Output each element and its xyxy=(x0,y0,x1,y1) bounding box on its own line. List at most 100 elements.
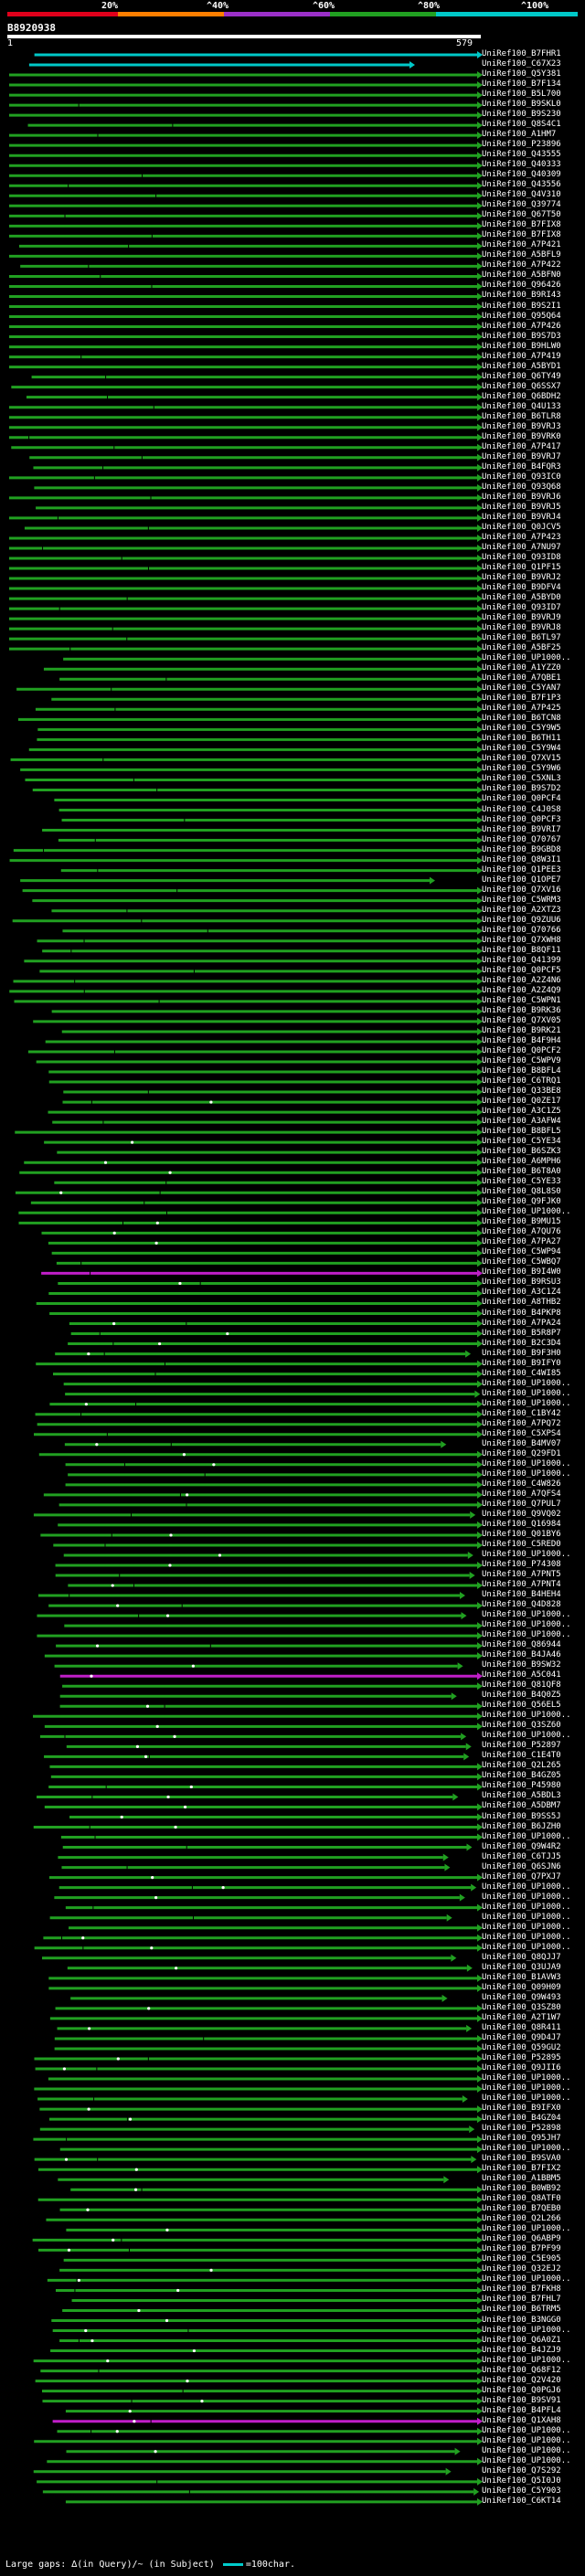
hit-label[interactable]: UniRef100_Q86944 xyxy=(482,1640,561,1650)
hit-label[interactable]: UniRef100_B6TH11 xyxy=(482,734,561,744)
hit-label[interactable]: UniRef100_UP1000.. xyxy=(482,1942,571,1952)
hit-label[interactable]: UniRef100_P74308 xyxy=(482,1560,561,1569)
hit-label[interactable]: UniRef100_B9SKL0 xyxy=(482,100,561,110)
hit-label[interactable]: UniRef100_B7PF99 xyxy=(482,2244,561,2254)
hit-label[interactable]: UniRef100_Q7XWH8 xyxy=(482,935,561,945)
hit-label[interactable]: UniRef100_B7F1P3 xyxy=(482,694,561,704)
hit-label[interactable]: UniRef100_Q9W493 xyxy=(482,1992,561,2002)
hit-label[interactable]: UniRef100_Q7S292 xyxy=(482,2465,561,2475)
hit-label[interactable]: UniRef100_A2Z4Q9 xyxy=(482,985,561,995)
hit-label[interactable]: UniRef100_Q9ZUU6 xyxy=(482,915,561,925)
hit-label[interactable]: UniRef100_A7P423 xyxy=(482,532,561,542)
hit-label[interactable]: UniRef100_B9VRJ3 xyxy=(482,421,561,431)
hit-label[interactable]: UniRef100_A5BFL9 xyxy=(482,250,561,260)
hit-label[interactable]: UniRef100_B9SVA0 xyxy=(482,2154,561,2164)
hit-label[interactable]: UniRef100_B9GBD8 xyxy=(482,844,561,854)
hit-label[interactable]: UniRef100_B9RK21 xyxy=(482,1025,561,1035)
hit-label[interactable]: UniRef100_Q40309 xyxy=(482,170,561,180)
hit-label[interactable]: UniRef100_C6TJJ5 xyxy=(482,1851,561,1861)
hit-label[interactable]: UniRef100_A7PA24 xyxy=(482,1318,561,1328)
hit-label[interactable]: UniRef100_B9SV91 xyxy=(482,2395,561,2405)
hit-label[interactable]: UniRef100_Q81QF8 xyxy=(482,1680,561,1691)
hit-label[interactable]: UniRef100_Q40333 xyxy=(482,160,561,170)
hit-label[interactable]: UniRef100_Q95JH7 xyxy=(482,2134,561,2144)
hit-label[interactable]: UniRef100_B9HLW0 xyxy=(482,341,561,351)
hit-label[interactable]: UniRef100_UP1000.. xyxy=(482,1630,571,1640)
hit-label[interactable]: UniRef100_UP1000.. xyxy=(482,1610,571,1620)
hit-label[interactable]: UniRef100_A5C041 xyxy=(482,1670,561,1680)
hit-label[interactable]: UniRef100_Q59GU2 xyxy=(482,2042,561,2052)
hit-label[interactable]: UniRef100_B1AVW3 xyxy=(482,1972,561,1982)
hit-label[interactable]: UniRef100_B5R8P7 xyxy=(482,1328,561,1338)
hit-label[interactable]: UniRef100_Q3UJA9 xyxy=(482,1962,561,1972)
hit-label[interactable]: UniRef100_C4WI85 xyxy=(482,1368,561,1378)
hit-label[interactable]: UniRef100_A7NU97 xyxy=(482,542,561,552)
hit-label[interactable]: UniRef100_A7P421 xyxy=(482,240,561,250)
hit-label[interactable]: UniRef100_A3AFW4 xyxy=(482,1117,561,1127)
hit-label[interactable]: UniRef100_B2C3D4 xyxy=(482,1338,561,1348)
hit-label[interactable]: UniRef100_Q93ID8 xyxy=(482,553,561,562)
hit-label[interactable]: UniRef100_UP1000.. xyxy=(482,1458,571,1468)
hit-label[interactable]: UniRef100_B9SS5J xyxy=(482,1811,561,1821)
hit-label[interactable]: UniRef100_B7FHL7 xyxy=(482,2295,561,2305)
hit-label[interactable]: UniRef100_B8QF11 xyxy=(482,945,561,955)
hit-label[interactable]: UniRef100_Q2L266 xyxy=(482,2214,561,2224)
hit-label[interactable]: UniRef100_C5WBQ7 xyxy=(482,1257,561,1267)
hit-label[interactable]: UniRef100_UP1000.. xyxy=(482,1398,571,1408)
hit-label[interactable]: UniRef100_B9VRJ8 xyxy=(482,623,561,633)
hit-label[interactable]: UniRef100_C5WP94 xyxy=(482,1247,561,1257)
hit-label[interactable]: UniRef100_UP1000.. xyxy=(482,1731,571,1741)
hit-label[interactable]: UniRef100_Q96426 xyxy=(482,281,561,291)
hit-label[interactable]: UniRef100_B9I4W0 xyxy=(482,1267,561,1277)
hit-label[interactable]: UniRef100_Q1PF15 xyxy=(482,563,561,573)
hit-label[interactable]: UniRef100_Q8S4C1 xyxy=(482,120,561,130)
hit-label[interactable]: UniRef100_B6SZK3 xyxy=(482,1147,561,1157)
hit-label[interactable]: UniRef100_Q6SJN6 xyxy=(482,1861,561,1871)
hit-label[interactable]: UniRef100_B6TL97 xyxy=(482,633,561,643)
hit-label[interactable]: UniRef100_C5YAN7 xyxy=(482,684,561,694)
hit-label[interactable]: UniRef100_B9RI43 xyxy=(482,291,561,301)
hit-label[interactable]: UniRef100_C4W826 xyxy=(482,1479,561,1489)
hit-label[interactable]: UniRef100_B6T8A0 xyxy=(482,1167,561,1177)
hit-label[interactable]: UniRef100_Q6SSX7 xyxy=(482,381,561,391)
hit-label[interactable]: UniRef100_UP1000.. xyxy=(482,1378,571,1388)
hit-label[interactable]: UniRef100_UP1000.. xyxy=(482,2325,571,2335)
hit-label[interactable]: UniRef100_B4HEH4 xyxy=(482,1590,561,1600)
hit-label[interactable]: UniRef100_P23896 xyxy=(482,140,561,150)
hit-label[interactable]: UniRef100_B9VRI7 xyxy=(482,824,561,834)
hit-label[interactable]: UniRef100_C5YE33 xyxy=(482,1177,561,1187)
hit-label[interactable]: UniRef100_Q68F12 xyxy=(482,2365,561,2375)
hit-label[interactable]: UniRef100_UP1000.. xyxy=(482,1892,571,1902)
hit-label[interactable]: UniRef100_C5E905 xyxy=(482,2254,561,2264)
hit-label[interactable]: UniRef100_A7PNT5 xyxy=(482,1570,561,1580)
hit-label[interactable]: UniRef100_A1HM7 xyxy=(482,130,557,140)
hit-label[interactable]: UniRef100_UP1000.. xyxy=(482,1902,571,1912)
hit-label[interactable]: UniRef100_UP1000.. xyxy=(482,1831,571,1841)
hit-label[interactable]: UniRef100_Q32EJ2 xyxy=(482,2264,561,2274)
hit-label[interactable]: UniRef100_Q09H09 xyxy=(482,1982,561,1992)
hit-label[interactable]: UniRef100_B9S2I1 xyxy=(482,301,561,311)
hit-label[interactable]: UniRef100_UP1000.. xyxy=(482,2083,571,2094)
hit-label[interactable]: UniRef100_C5YE34 xyxy=(482,1137,561,1147)
hit-label[interactable]: UniRef100_B4PFL4 xyxy=(482,2405,561,2415)
hit-label[interactable]: UniRef100_B4FQR3 xyxy=(482,461,561,472)
hit-label[interactable]: UniRef100_UP1000.. xyxy=(482,1882,571,1892)
hit-label[interactable]: UniRef100_Q29FD1 xyxy=(482,1448,561,1458)
hit-label[interactable]: UniRef100_UP1000.. xyxy=(482,1711,571,1721)
hit-label[interactable]: UniRef100_B9MU15 xyxy=(482,1217,561,1227)
hit-label[interactable]: UniRef100_Q1XAH8 xyxy=(482,2415,561,2425)
hit-label[interactable]: UniRef100_C6TRQ1 xyxy=(482,1076,561,1087)
hit-label[interactable]: UniRef100_A5BDL3 xyxy=(482,1791,561,1801)
hit-label[interactable]: UniRef100_UP1000.. xyxy=(482,1932,571,1942)
hit-label[interactable]: UniRef100_Q6A0Z1 xyxy=(482,2335,561,2345)
hit-label[interactable]: UniRef100_A7P426 xyxy=(482,321,561,331)
hit-label[interactable]: UniRef100_Q1OPE7 xyxy=(482,875,561,885)
hit-label[interactable]: UniRef100_Q8QJJ7 xyxy=(482,1952,561,1962)
hit-label[interactable]: UniRef100_Q9VQ02 xyxy=(482,1509,561,1519)
hit-label[interactable]: UniRef100_Q43556 xyxy=(482,180,561,190)
hit-label[interactable]: UniRef100_Q33BE8 xyxy=(482,1087,561,1097)
hit-label[interactable]: UniRef100_A5BF25 xyxy=(482,643,561,653)
hit-label[interactable]: UniRef100_Q41399 xyxy=(482,955,561,965)
hit-label[interactable]: UniRef100_B9VRK0 xyxy=(482,431,561,441)
hit-label[interactable]: UniRef100_Q5I0J0 xyxy=(482,2475,561,2486)
